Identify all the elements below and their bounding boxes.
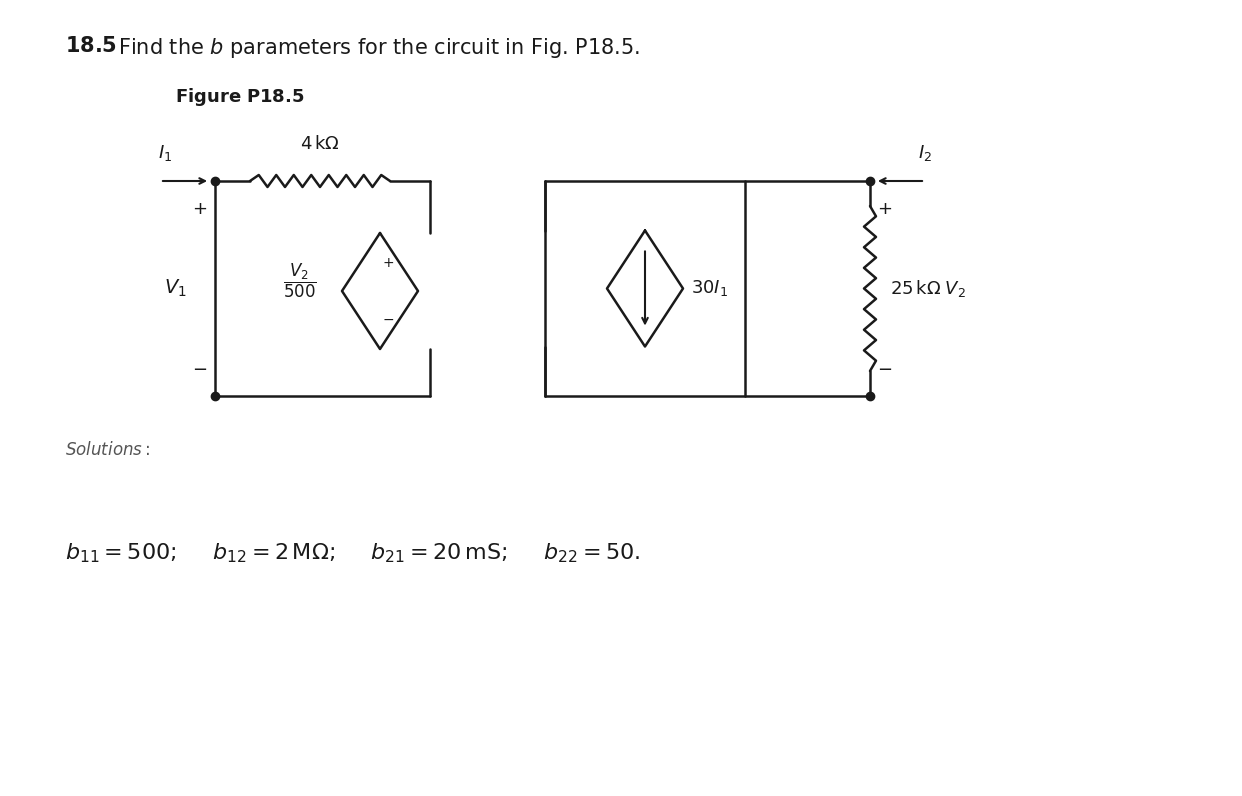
Text: $25\,\mathrm{k\Omega}\;V_2$: $25\,\mathrm{k\Omega}\;V_2$	[891, 278, 966, 299]
Text: $\mathit{Solutions:}$: $\mathit{Solutions:}$	[65, 441, 150, 459]
Text: $I_1$: $I_1$	[158, 143, 173, 163]
Text: $4\,\mathrm{k\Omega}$: $4\,\mathrm{k\Omega}$	[301, 135, 340, 153]
Text: $\mathbf{Figure\ P18.5}$: $\mathbf{Figure\ P18.5}$	[175, 86, 304, 108]
Text: +: +	[193, 200, 207, 218]
Text: $-$: $-$	[877, 359, 893, 377]
Text: $\dfrac{V_2}{500}$: $\dfrac{V_2}{500}$	[283, 262, 317, 300]
Text: $30I_1$: $30I_1$	[691, 279, 728, 298]
Text: $-$: $-$	[193, 359, 207, 377]
Text: $I_2$: $I_2$	[918, 143, 932, 163]
Text: $-$: $-$	[383, 312, 394, 326]
Text: Find the $b$ parameters for the circuit in Fig. P18.5.: Find the $b$ parameters for the circuit …	[118, 36, 641, 60]
Text: $b_{11} = 500$;     $b_{12} = 2\,\mathrm{M\Omega}$;     $b_{21} = 20\,\mathrm{mS: $b_{11} = 500$; $b_{12} = 2\,\mathrm{M\O…	[65, 541, 640, 564]
Text: +: +	[878, 200, 893, 218]
Text: $V_1$: $V_1$	[164, 278, 186, 299]
Text: $\mathbf{18.5}$: $\mathbf{18.5}$	[65, 36, 117, 56]
Text: +: +	[383, 256, 394, 270]
